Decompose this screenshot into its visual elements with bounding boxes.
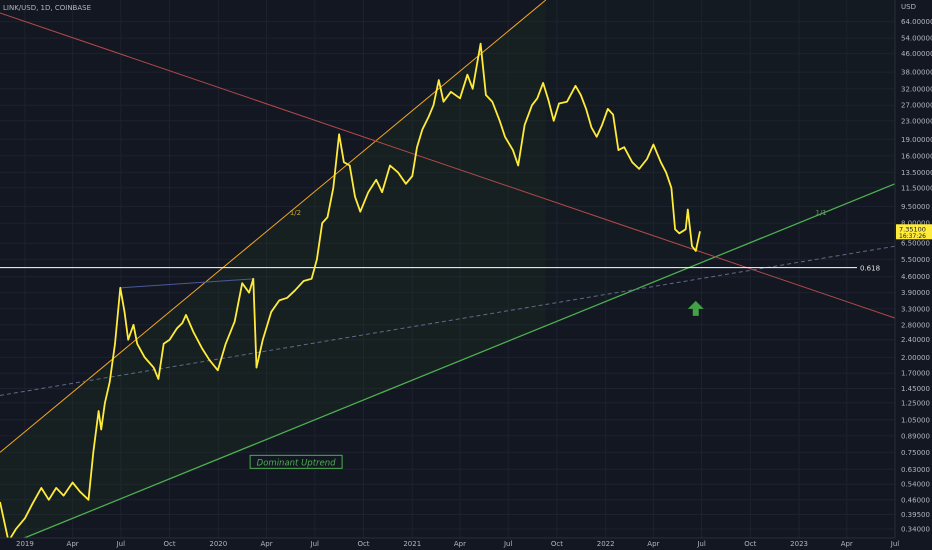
price-axis[interactable] [895, 0, 932, 550]
annotations: 0.618 1/2 1/1 Dominant Uptrend [249, 209, 880, 469]
price-tick-label: 1.45000 [901, 385, 930, 393]
price-tick-label: 19.00000 [901, 136, 932, 144]
price-tick-label: 9.50000 [901, 203, 930, 211]
dashed-trend-line [0, 245, 896, 396]
price-axis-ticks: 0.34000 0.39500 0.46000 0.54000 0.63000 0.750… [901, 18, 932, 533]
uptrend-extension-fill [545, 0, 895, 326]
price-tick-label: 16.00000 [901, 152, 932, 160]
price-tick-label: 5.50000 [901, 256, 930, 264]
time-tick-label: Apr [454, 540, 466, 548]
time-tick-label: Jul [696, 540, 706, 548]
price-tick-label: 0.46000 [901, 496, 930, 504]
price-tick-label: 0.54000 [901, 481, 930, 489]
uptrend-line [0, 183, 896, 549]
price-series [0, 42, 701, 543]
price-tick-label: 2.40000 [901, 336, 930, 344]
time-tick-label: Jul [310, 540, 320, 548]
price-tag-value: 7.35100 [899, 225, 926, 233]
price-tick-label: 3.90000 [901, 289, 930, 297]
ratio-label-upper: 1/2 [290, 209, 301, 217]
time-axis[interactable] [0, 538, 895, 550]
uptrend-channel-fill [0, 0, 546, 548]
price-tick-label: 1.70000 [901, 370, 930, 378]
time-tick-label: Apr [647, 540, 659, 548]
time-tick-label: Jul [116, 540, 126, 548]
grid-lines [0, 0, 896, 538]
price-tick-label: 27.00000 [901, 102, 932, 110]
price-tick-label: 0.39500 [901, 511, 930, 519]
time-tick-label: Apr [841, 540, 853, 548]
time-axis-ticks: 2019 Apr Jul Oct 2020 Apr Jul Oct 2021 Apr Jul Oct 2… [16, 540, 899, 548]
fib-level-label: 0.618 [860, 265, 880, 273]
ratio-label-lower: 1/1 [816, 209, 827, 217]
price-tick-label: 54.00000 [901, 35, 932, 43]
price-tick-label: 11.50000 [901, 184, 932, 192]
price-tick-label: 32.00000 [901, 85, 932, 93]
price-tick-label: 64.00000 [901, 18, 932, 26]
price-tick-label: 8.00000 [901, 220, 930, 228]
price-tick-label: 46.00000 [901, 50, 932, 58]
price-tag-countdown: 16:37:26 [899, 233, 926, 240]
upper-channel-line [0, 0, 547, 453]
uptrend-label-box [249, 454, 343, 469]
time-tick-label: 2021 [403, 540, 421, 548]
channel-fills [0, 0, 895, 548]
price-line [0, 42, 701, 543]
price-tick-label: 2.80000 [901, 321, 930, 329]
price-tick-label: 38.00000 [901, 69, 932, 77]
time-tick-label: Apr [67, 540, 79, 548]
arrow-up-icon [687, 300, 704, 316]
price-tick-label: 0.75000 [901, 449, 930, 457]
time-tick-label: 2020 [209, 540, 227, 548]
time-tick-label: 2022 [597, 540, 615, 548]
price-tick-label: 4.60000 [901, 273, 930, 281]
price-tick-label: 1.25000 [901, 399, 930, 407]
time-tick-label: Jul [890, 540, 900, 548]
price-tick-label: 2.00000 [901, 354, 930, 362]
time-tick-label: Oct [551, 540, 563, 548]
price-tick-label: 13.50000 [901, 169, 932, 177]
price-tick-label: 23.00000 [901, 117, 932, 125]
price-tick-label: 0.63000 [901, 466, 930, 474]
time-tick-label: Oct [744, 540, 756, 548]
time-tick-label: Apr [260, 540, 272, 548]
symbol-title: LINK/USD, 1D, COINBASE [3, 4, 91, 12]
price-tick-label: 6.50000 [901, 240, 930, 248]
price-tick-label: 3.30000 [901, 305, 930, 313]
price-tick-label: 0.34000 [901, 526, 930, 534]
time-tick-label: Jul [503, 540, 513, 548]
price-tick-label: 0.89000 [901, 432, 930, 440]
price-tag-box [896, 224, 932, 240]
price-tick-label: 1.05000 [901, 416, 930, 424]
drawing-tools [0, 0, 896, 549]
time-tick-label: Oct [357, 540, 369, 548]
currency-label: USD [901, 3, 916, 11]
uptrend-label: Dominant Uptrend [257, 458, 336, 468]
time-tick-label: 2019 [16, 540, 34, 548]
time-tick-label: Oct [164, 540, 176, 548]
blue-connector-line [120, 278, 254, 289]
time-tick-label: 2023 [790, 540, 808, 548]
